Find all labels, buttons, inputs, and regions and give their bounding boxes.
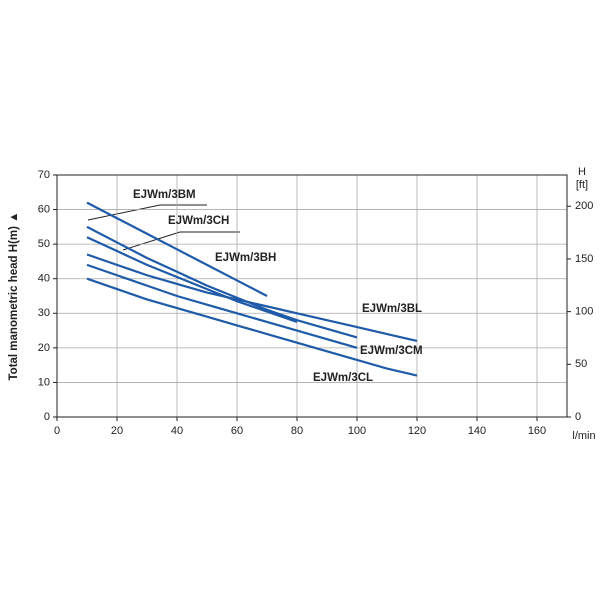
y-axis-label: Total manometric head H(m) ▲ [8, 212, 20, 381]
y2-tick-label: 150 [575, 253, 593, 265]
series-line [86, 225, 358, 339]
y2-tick-label: 50 [575, 358, 587, 370]
series-line [86, 263, 358, 349]
y-tick-label: 10 [38, 376, 50, 388]
y-tick-label: 30 [38, 307, 50, 319]
x-tick-label: 80 [291, 425, 303, 437]
series-label: EJWm/3CM [360, 345, 423, 357]
x-tick-label: 120 [408, 425, 426, 437]
y-tick-label: 50 [38, 238, 50, 250]
y-tick-label: 0 [44, 411, 50, 423]
leader-line [87, 204, 161, 221]
x-tick-label: 0 [54, 425, 60, 437]
y2-tick-label: 0 [575, 411, 581, 423]
y-tick-label: 70 [38, 169, 50, 181]
x-tick-label: 20 [111, 425, 123, 437]
y2-unit: [ft] [576, 179, 588, 191]
series-line [86, 277, 418, 377]
series-label: EJWm/3CL [313, 372, 373, 384]
x-tick-label: 60 [231, 425, 243, 437]
series-line [86, 236, 298, 323]
series-line [86, 201, 268, 297]
x-tick-label: 100 [348, 425, 366, 437]
y2-axis-label: H [578, 166, 586, 178]
plot-frame [56, 174, 568, 418]
series-label: EJWm/3BL [362, 303, 422, 315]
x-tick-label: 40 [171, 425, 183, 437]
series-line [86, 253, 418, 343]
series-label: EJWm/3CH [168, 215, 229, 227]
y-tick-label: 40 [38, 273, 50, 285]
y-tick-label: 60 [38, 203, 50, 215]
leader-line [122, 231, 181, 251]
series-label: EJWm/3BM [133, 189, 196, 201]
x-tick-label: 160 [528, 425, 546, 437]
y2-tick-label: 200 [575, 200, 593, 212]
x-tick-label: 140 [468, 425, 486, 437]
series-label: EJWm/3BH [215, 252, 276, 264]
y2-tick-label: 100 [575, 306, 593, 318]
x-unit: l/min [572, 430, 595, 442]
y-tick-label: 20 [38, 342, 50, 354]
